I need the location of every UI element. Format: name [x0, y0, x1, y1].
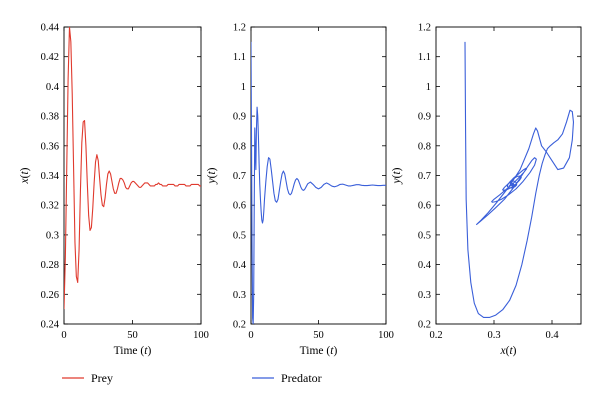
y-tick-label: 1 [426, 82, 431, 93]
x-tick-label: 100 [378, 330, 394, 341]
y-tick-label: 0.6 [418, 201, 431, 212]
plot-frame [63, 26, 202, 325]
x-tick-label: 50 [313, 330, 324, 341]
y-tick-label: 1.2 [418, 23, 431, 34]
y-tick-label: 0.42 [41, 52, 59, 63]
y-tick-label: 0.24 [41, 320, 60, 331]
y-tick-label: 0.2 [418, 320, 431, 331]
panel-1: 0.24 0.26 0.28 0.3 0.32 0.34 0.36 0.38 0.4 0.42 0.… [19, 23, 209, 358]
y-tick-label: 0.3 [233, 290, 246, 301]
y-tick-label: 0.9 [418, 112, 431, 123]
y-tick-label: 1.1 [418, 52, 431, 63]
y-tick-label: 0.7 [418, 171, 431, 182]
x-axis-label: Time (t) [114, 345, 152, 357]
y-tick-label: 0.3 [46, 230, 59, 241]
legend: Prey Predator [62, 371, 322, 385]
y-tick-label: 0.2 [233, 320, 246, 331]
y-tick-label: 0.32 [41, 201, 59, 212]
legend-prey-label: Prey [91, 371, 113, 385]
y-tick-label: 0.7 [233, 171, 246, 182]
y-axis-label: y(t) [206, 167, 218, 184]
y-tick-label: 0.5 [418, 230, 431, 241]
panel-2: 0.2 0.3 0.4 0.5 0.6 0.7 0.8 0.9 1 1.1 1.2 0 50 100 Tim… [206, 23, 394, 358]
series-line [464, 41, 575, 319]
y-tick-label: 0.9 [233, 112, 246, 123]
y-tick-label: 0.38 [41, 112, 59, 123]
plot-frame [250, 26, 387, 325]
x-axis-label: Time (t) [300, 345, 338, 357]
y-tick-label: 1 [241, 82, 246, 93]
y-tick-label: 0.8 [233, 141, 246, 152]
x-tick-label: 0.3 [487, 330, 500, 341]
x-tick-label: 0 [61, 330, 66, 341]
plot-frame [435, 26, 582, 325]
x-tick-label: 0.2 [429, 330, 442, 341]
x-tick-label: 50 [127, 330, 138, 341]
x-tick-label: 0 [248, 330, 253, 341]
y-tick-label: 0.4 [418, 260, 432, 271]
y-tick-label: 0.4 [46, 82, 60, 93]
y-tick-label: 0.44 [41, 23, 60, 34]
panels: 0.24 0.26 0.28 0.3 0.32 0.34 0.36 0.38 0.4 0.42 0.… [19, 23, 582, 358]
y-tick-label: 0.26 [41, 290, 59, 301]
series-line [251, 41, 386, 324]
y-axis-label: x(t) [19, 167, 31, 184]
y-tick-label: 1.2 [233, 23, 246, 34]
panel-3: 0.2 0.3 0.4 0.5 0.6 0.7 0.8 0.9 1 1.1 1.2 0.2 0.3 0.4… [391, 23, 582, 357]
y-tick-label: 0.8 [418, 141, 431, 152]
legend-predator-label: Predator [281, 371, 322, 385]
x-tick-label: 0.4 [545, 330, 559, 341]
y-tick-label: 0.3 [418, 290, 431, 301]
y-tick-label: 0.4 [233, 260, 247, 271]
y-tick-label: 0.28 [41, 260, 59, 271]
y-tick-label: 1.1 [233, 52, 246, 63]
x-axis-label: x(t) [500, 345, 517, 357]
y-tick-label: 0.34 [41, 171, 60, 182]
y-tick-label: 0.36 [41, 141, 59, 152]
x-tick-label: 100 [193, 330, 209, 341]
y-tick-label: 0.5 [233, 230, 246, 241]
series-line [64, 27, 201, 310]
y-tick-label: 0.6 [233, 201, 246, 212]
y-axis-label: y(t) [391, 167, 403, 184]
